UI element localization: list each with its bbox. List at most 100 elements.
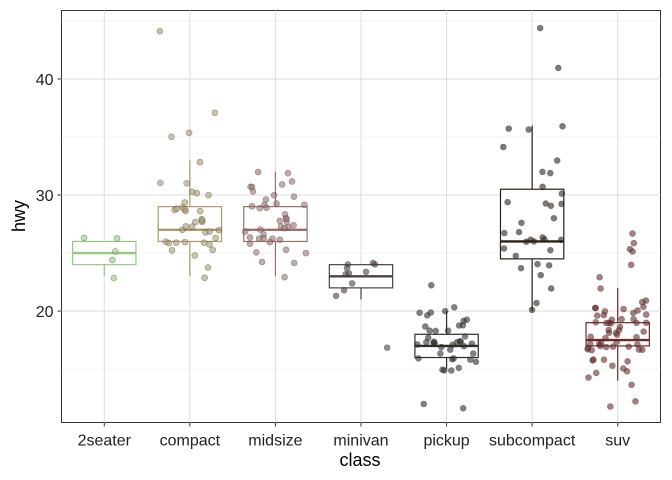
data-point [215, 226, 223, 234]
data-point [558, 200, 565, 208]
points-minivan [332, 259, 391, 351]
data-point [613, 338, 621, 346]
data-point [301, 201, 308, 209]
data-point [256, 226, 264, 233]
box-iqr [499, 188, 565, 260]
data-point [444, 327, 452, 335]
data-point [438, 343, 445, 351]
data-point [113, 235, 121, 242]
data-point [254, 168, 262, 176]
data-point [165, 239, 173, 247]
data-point [181, 199, 189, 206]
data-point [157, 179, 164, 187]
data-point [282, 215, 290, 223]
data-point [469, 350, 477, 357]
data-point [530, 238, 538, 245]
data-point [414, 341, 421, 348]
x-axis-title: class [339, 450, 380, 470]
data-point [539, 168, 546, 176]
data-point [276, 236, 284, 243]
data-point [547, 285, 555, 292]
data-point [541, 236, 548, 243]
box-2seater [72, 240, 137, 277]
data-point [290, 259, 298, 267]
data-point [515, 228, 523, 236]
data-point [539, 183, 546, 191]
data-point [542, 200, 550, 207]
data-point [439, 366, 446, 374]
data-point [500, 245, 508, 252]
data-point [468, 340, 476, 347]
data-point [288, 178, 296, 185]
data-point [281, 224, 288, 232]
data-point [642, 311, 650, 318]
points-pickup [414, 281, 480, 412]
data-point [558, 190, 566, 197]
data-point [332, 292, 340, 300]
data-point [369, 259, 377, 267]
data-point [284, 169, 292, 177]
data-point [183, 180, 190, 187]
data-point [642, 297, 650, 304]
data-point [168, 247, 176, 254]
data-point [270, 191, 278, 199]
data-point [206, 228, 213, 235]
data-point [362, 268, 370, 276]
data-point [620, 305, 627, 313]
data-point [181, 205, 189, 213]
data-point [627, 261, 635, 269]
y-axis-title: hwy [9, 200, 29, 232]
data-point [205, 191, 212, 199]
data-point [607, 320, 615, 327]
data-point [426, 327, 433, 334]
data-point [420, 400, 428, 408]
data-point [204, 264, 212, 271]
data-point [290, 193, 298, 201]
data-point [642, 319, 650, 327]
box-iqr [157, 206, 223, 243]
data-point [517, 264, 525, 272]
grid-lines [61, 10, 661, 423]
data-point [262, 196, 270, 203]
data-point [450, 304, 458, 311]
data-point [587, 333, 595, 341]
data-point [618, 315, 625, 323]
data-point [459, 321, 467, 329]
x-tick-label: minivan [333, 433, 388, 450]
x-tick-label: 2seater [78, 433, 132, 450]
data-point [421, 323, 429, 330]
data-point [593, 312, 601, 319]
points-2seater [80, 234, 121, 282]
data-point [266, 238, 274, 246]
data-point [609, 343, 617, 350]
data-point [600, 356, 608, 364]
data-point [592, 369, 600, 377]
box-midsize [243, 171, 308, 277]
data-point [416, 309, 423, 317]
data-point [278, 181, 286, 188]
data-point [348, 280, 356, 287]
data-point [196, 158, 204, 166]
data-point [181, 238, 189, 246]
data-point [625, 343, 633, 351]
data-point [616, 323, 624, 331]
data-point [168, 133, 175, 141]
box-iqr [243, 206, 308, 243]
data-point [546, 169, 554, 177]
data-point [112, 248, 119, 255]
data-point [512, 252, 520, 260]
data-point [185, 129, 193, 137]
data-point [460, 342, 468, 350]
data-point [588, 346, 595, 354]
x-tick-label: compact [160, 433, 221, 450]
data-point [212, 234, 219, 242]
data-point [448, 367, 455, 374]
data-point [609, 362, 616, 370]
data-point [518, 219, 525, 227]
data-point [632, 398, 639, 405]
data-point [534, 260, 541, 268]
data-point [545, 262, 553, 269]
data-point [461, 333, 469, 340]
